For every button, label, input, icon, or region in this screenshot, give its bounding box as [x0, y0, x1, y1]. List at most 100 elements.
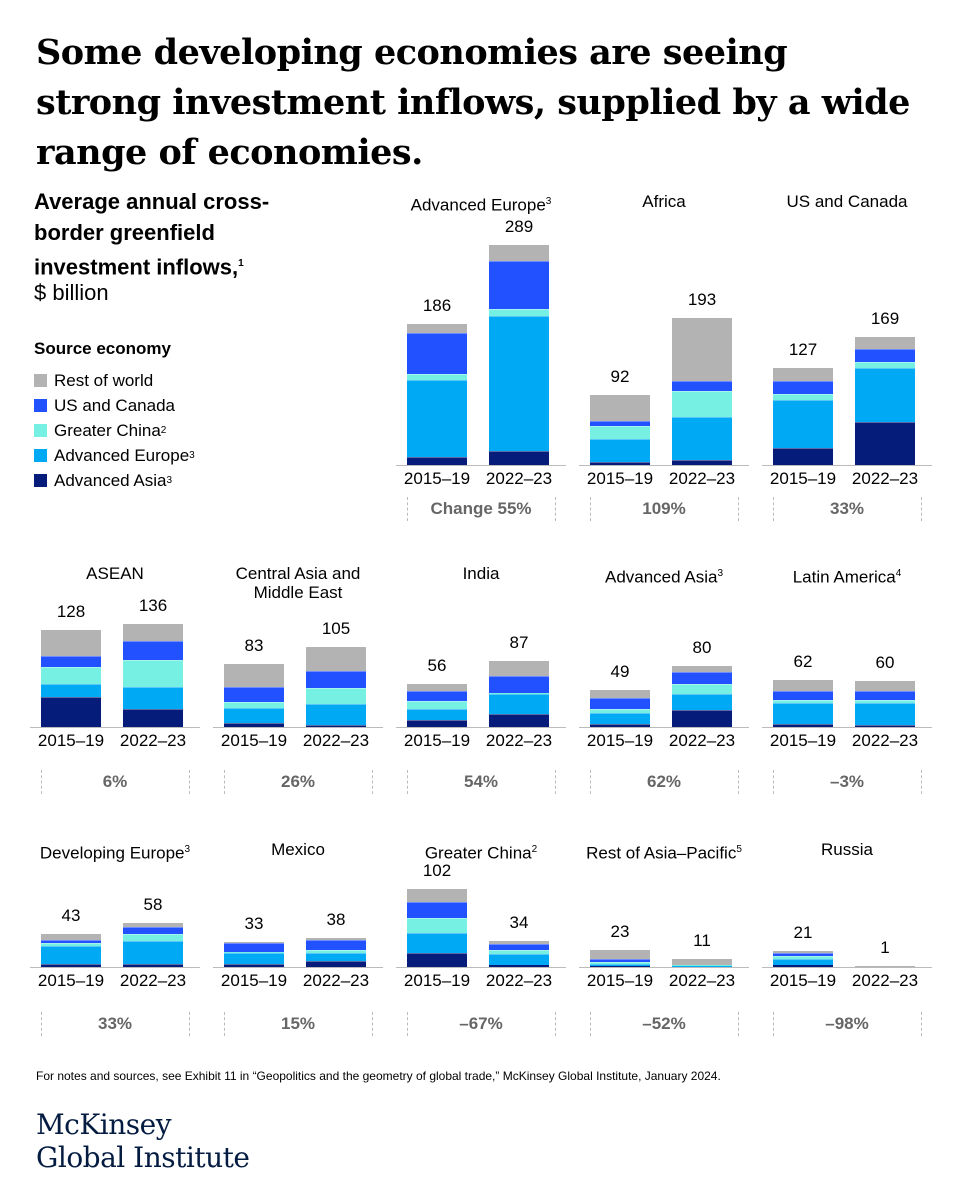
mckinsey-logo: McKinsey Global Institute [36, 1108, 250, 1174]
bar-segment-advanced-asia [489, 965, 549, 967]
bar-total-label: 92 [610, 367, 630, 387]
bracket-line [921, 497, 922, 521]
bar-total-label: 43 [61, 906, 81, 926]
change-label: 6% [102, 772, 128, 791]
bar-segment-greater-china [672, 683, 732, 694]
bar-segment-rest-of-world [306, 647, 366, 671]
bar-total-label: 186 [422, 295, 452, 315]
bar-segment-greater-china [590, 426, 650, 440]
bar-segment-rest-of-world [224, 941, 284, 943]
bracket-line [773, 770, 774, 794]
bar-total-label: 127 [788, 340, 818, 360]
bar-total-label: 1 [880, 938, 890, 958]
bar-segment-us-and-canada [672, 381, 732, 391]
bar-segment-rest-of-world [41, 934, 101, 940]
bar-segment-greater-china [590, 961, 650, 964]
bar-segment-advanced-asia [224, 963, 284, 967]
panel-title-text: Russia [821, 840, 873, 859]
bar-segment-us-and-canada [590, 698, 650, 709]
panel-title-footnote: 3 [545, 196, 552, 207]
panel-title-text: Rest of Asia–Pacific [586, 843, 737, 863]
bar-segment-rest-of-world [855, 966, 915, 968]
panel-title: Russia [747, 840, 947, 859]
bar-segment-advanced-asia [306, 960, 366, 967]
year-label: 2022–23 [485, 731, 553, 750]
bar-segment-advanced-asia [590, 461, 650, 465]
bracket-line [773, 1012, 774, 1036]
baseline-axis [396, 465, 566, 466]
bracket-line [590, 497, 591, 521]
baseline-axis [30, 727, 200, 728]
bar-segment-advanced-europe [41, 945, 101, 964]
bar-segment-greater-china [773, 700, 833, 704]
year-label: 2022–23 [851, 731, 919, 750]
bar-segment-greater-china [855, 362, 915, 369]
panel-title: Central Asia and Middle East [228, 564, 368, 602]
bar-segment-us-and-canada [855, 690, 915, 701]
panel-title-text: Africa [642, 192, 686, 211]
panel-title-text: Advanced Europe [410, 195, 546, 215]
bar-segment-advanced-europe [224, 708, 284, 724]
bar-segment-advanced-europe [306, 704, 366, 725]
bar-total-label: 289 [504, 217, 534, 237]
baseline-axis [762, 967, 932, 968]
bar-segment-us-and-canada [773, 690, 833, 701]
legend-label: Greater China [54, 420, 161, 440]
bracket-line [773, 497, 774, 521]
bar-total-label: 38 [326, 910, 346, 930]
bar-segment-us-and-canada [41, 939, 101, 944]
bracket-line [555, 1012, 556, 1036]
change-label: 109% [642, 499, 686, 518]
bar-segment-rest-of-world [672, 666, 732, 673]
bar-segment-us-and-canada [590, 420, 650, 427]
year-label: 2015–19 [403, 971, 471, 990]
bar-segment-rest-of-world [306, 938, 366, 940]
change-label: 15% [280, 1014, 316, 1033]
legend: Rest of world US and Canada Greater China 2… [34, 368, 195, 493]
bar-segment-us-and-canada [773, 380, 833, 394]
bracket-line [407, 770, 408, 794]
bar-segment-greater-china [489, 950, 549, 955]
bar-segment-advanced-europe [855, 703, 915, 725]
headline: Some developing economies are seeing str… [36, 32, 910, 173]
legend-swatch [34, 424, 47, 437]
legend-swatch [34, 449, 47, 462]
panel-title-footnote: 3 [184, 844, 191, 855]
bracket-line [224, 770, 225, 794]
bar-segment-advanced-asia [590, 723, 650, 727]
bar-segment-us-and-canada [672, 672, 732, 684]
legend-label: Advanced Asia [54, 470, 167, 490]
legend-footnote: 2 [160, 425, 167, 436]
year-label: 2022–23 [668, 469, 736, 488]
bar-segment-rest-of-world [773, 951, 833, 954]
baseline-axis [762, 465, 932, 466]
panel-title-text: Advanced Asia [604, 567, 718, 587]
bracket-line [189, 770, 190, 794]
bar-segment-us-and-canada [489, 944, 549, 951]
year-label: 2015–19 [37, 971, 105, 990]
bar-total-label: 49 [610, 661, 630, 681]
bar-segment-rest-of-world [489, 941, 549, 945]
panel-title: US and Canada [747, 192, 947, 211]
bar-total-label: 58 [143, 894, 163, 914]
bar-total-label: 102 [422, 861, 452, 881]
bracket-line [738, 770, 739, 794]
bracket-line [372, 770, 373, 794]
panel-title: Advanced Asia3 [564, 564, 764, 587]
change-label: Change 55% [430, 499, 532, 518]
bar-segment-advanced-europe [672, 417, 732, 460]
bar-total-label: 80 [692, 638, 712, 658]
year-label: 2022–23 [851, 971, 919, 990]
year-label: 2015–19 [37, 731, 105, 750]
bracket-line [921, 770, 922, 794]
bar-segment-advanced-asia [407, 953, 467, 967]
bracket-line [407, 497, 408, 521]
bar-segment-advanced-asia [855, 724, 915, 727]
panel-title-text: Greater China [424, 843, 532, 863]
panel-title: Developing Europe3 [15, 840, 215, 863]
bar-segment-greater-china [489, 309, 549, 317]
panel-title-footnote: 5 [736, 844, 742, 855]
bracket-line [590, 770, 591, 794]
baseline-axis [396, 727, 566, 728]
year-label: 2022–23 [119, 971, 187, 990]
